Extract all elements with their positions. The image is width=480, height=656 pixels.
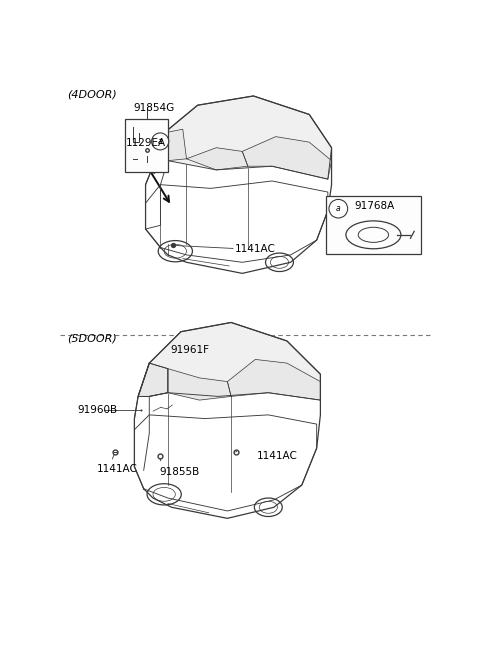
Polygon shape xyxy=(153,96,332,179)
Polygon shape xyxy=(186,148,248,170)
Text: 91854G: 91854G xyxy=(133,102,175,113)
Polygon shape xyxy=(138,363,168,396)
Polygon shape xyxy=(164,129,186,161)
Bar xyxy=(125,119,168,172)
Text: 1141AC: 1141AC xyxy=(97,464,138,474)
Ellipse shape xyxy=(152,133,169,150)
Polygon shape xyxy=(242,136,332,179)
Text: 91855B: 91855B xyxy=(160,466,200,477)
Text: 1141AC: 1141AC xyxy=(257,451,298,461)
Bar xyxy=(326,196,421,254)
Polygon shape xyxy=(138,323,321,400)
Text: (5DOOR): (5DOOR) xyxy=(67,333,117,343)
Text: 1141AC: 1141AC xyxy=(235,244,276,254)
Text: 1129EA: 1129EA xyxy=(126,138,167,148)
Text: 91961F: 91961F xyxy=(171,345,210,355)
Text: a: a xyxy=(336,204,341,213)
Polygon shape xyxy=(168,369,231,400)
Text: a: a xyxy=(158,137,163,146)
Polygon shape xyxy=(228,359,321,400)
Ellipse shape xyxy=(329,199,348,218)
Text: 91768A: 91768A xyxy=(354,201,395,211)
Text: (4DOOR): (4DOOR) xyxy=(67,90,117,100)
Text: 91960B: 91960B xyxy=(78,405,118,415)
